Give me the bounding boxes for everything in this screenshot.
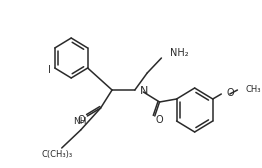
Text: O: O (226, 88, 234, 98)
Text: CH₃: CH₃ (246, 85, 261, 94)
Text: NH: NH (73, 117, 86, 127)
Text: C(CH₃)₃: C(CH₃)₃ (41, 151, 73, 159)
Text: I: I (48, 65, 51, 75)
Text: O: O (156, 115, 163, 125)
Text: O: O (78, 115, 85, 125)
Text: N: N (140, 86, 148, 96)
Text: NH₂: NH₂ (170, 48, 189, 58)
